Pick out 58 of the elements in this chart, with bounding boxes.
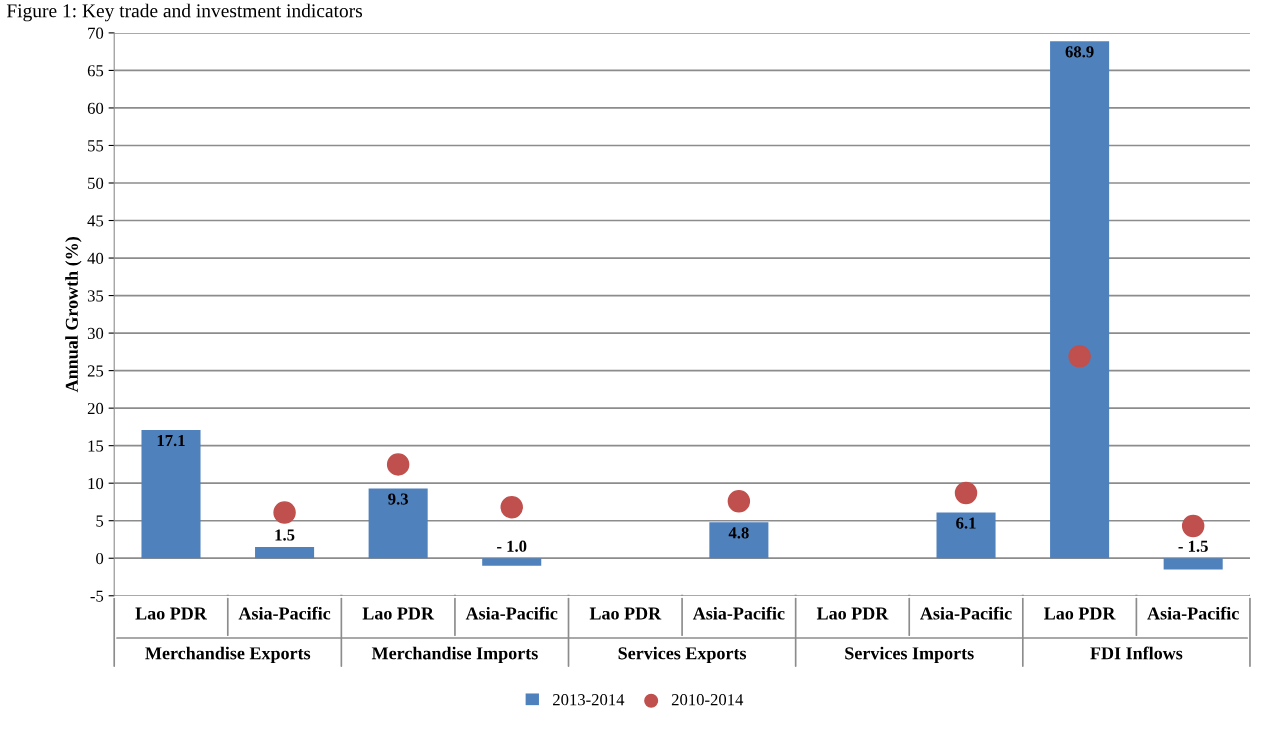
data-label: - 1.0 — [497, 540, 527, 552]
x-tick-label: Asia-Pacific — [465, 606, 558, 620]
y-tick-label: 25 — [87, 365, 104, 377]
data-label: 4.8 — [728, 527, 749, 539]
point — [1068, 345, 1091, 368]
bar — [482, 558, 542, 566]
text: Services Exports — [618, 646, 747, 664]
point — [1181, 514, 1205, 538]
y-tick-label: 45 — [87, 215, 104, 227]
text: Merchandise Imports — [371, 646, 538, 664]
bar — [709, 522, 769, 559]
point — [386, 453, 410, 476]
text: Services Imports — [845, 646, 974, 664]
y-tick-label: 35 — [87, 290, 104, 302]
y-tick-label: 50 — [88, 177, 104, 189]
x-tick-label: Lao PDR — [1044, 607, 1116, 620]
bar — [255, 546, 315, 559]
y-axis-title: Annual Growth (%) — [65, 237, 82, 393]
y-tick-label: 65 — [87, 65, 104, 77]
point — [727, 489, 751, 513]
y-tick-label: 0 — [96, 552, 104, 565]
bar — [936, 512, 996, 559]
y-tick-label: -5 — [90, 590, 104, 602]
x-tick-label: Lao PDR — [362, 607, 435, 620]
bar — [1050, 41, 1110, 559]
y-tick-label: 70 — [88, 27, 104, 39]
y-tick-label: 5 — [96, 515, 104, 527]
bar — [368, 488, 428, 559]
y-tick-label: 55 — [88, 140, 104, 152]
x-tick-label: Asia-Pacific — [1147, 606, 1239, 620]
legend-label: 2013-2014 — [553, 694, 625, 706]
y-tick-label: 40 — [87, 252, 104, 264]
text: FDI Inflows — [1090, 646, 1183, 660]
x-tick-label: Lao PDR — [135, 607, 208, 620]
x-tick-label: Asia-Pacific — [238, 606, 331, 620]
chart-title: Figure 1: Key trade and investment indicators — [6, 3, 363, 22]
data-label: 6.1 — [956, 517, 976, 529]
x-tick-label: Asia-Pacific — [920, 606, 1012, 620]
text: Merchandise Exports — [145, 646, 311, 664]
data-label: 17.1 — [157, 434, 185, 447]
point — [954, 481, 978, 505]
data-label: 68.9 — [1065, 46, 1094, 58]
bar — [141, 429, 201, 559]
y-tick-label: 60 — [87, 102, 104, 114]
y-tick-label: 20 — [87, 402, 104, 415]
y-tick-label: 15 — [88, 440, 104, 452]
data-label: - 1.5 — [1178, 540, 1208, 552]
x-tick-label: Lao PDR — [589, 607, 662, 620]
data-label: 1.5 — [275, 529, 295, 541]
point — [273, 501, 296, 524]
point — [500, 495, 523, 519]
y-tick-label: 10 — [88, 477, 104, 490]
legend-label: 2010-2014 — [671, 694, 744, 706]
data-label: 9.3 — [388, 493, 408, 505]
x-tick-label: Asia-Pacific — [692, 606, 785, 620]
bar — [1163, 558, 1223, 570]
y-tick-label: 30 — [87, 327, 104, 340]
x-tick-label: Lao PDR — [816, 607, 889, 620]
